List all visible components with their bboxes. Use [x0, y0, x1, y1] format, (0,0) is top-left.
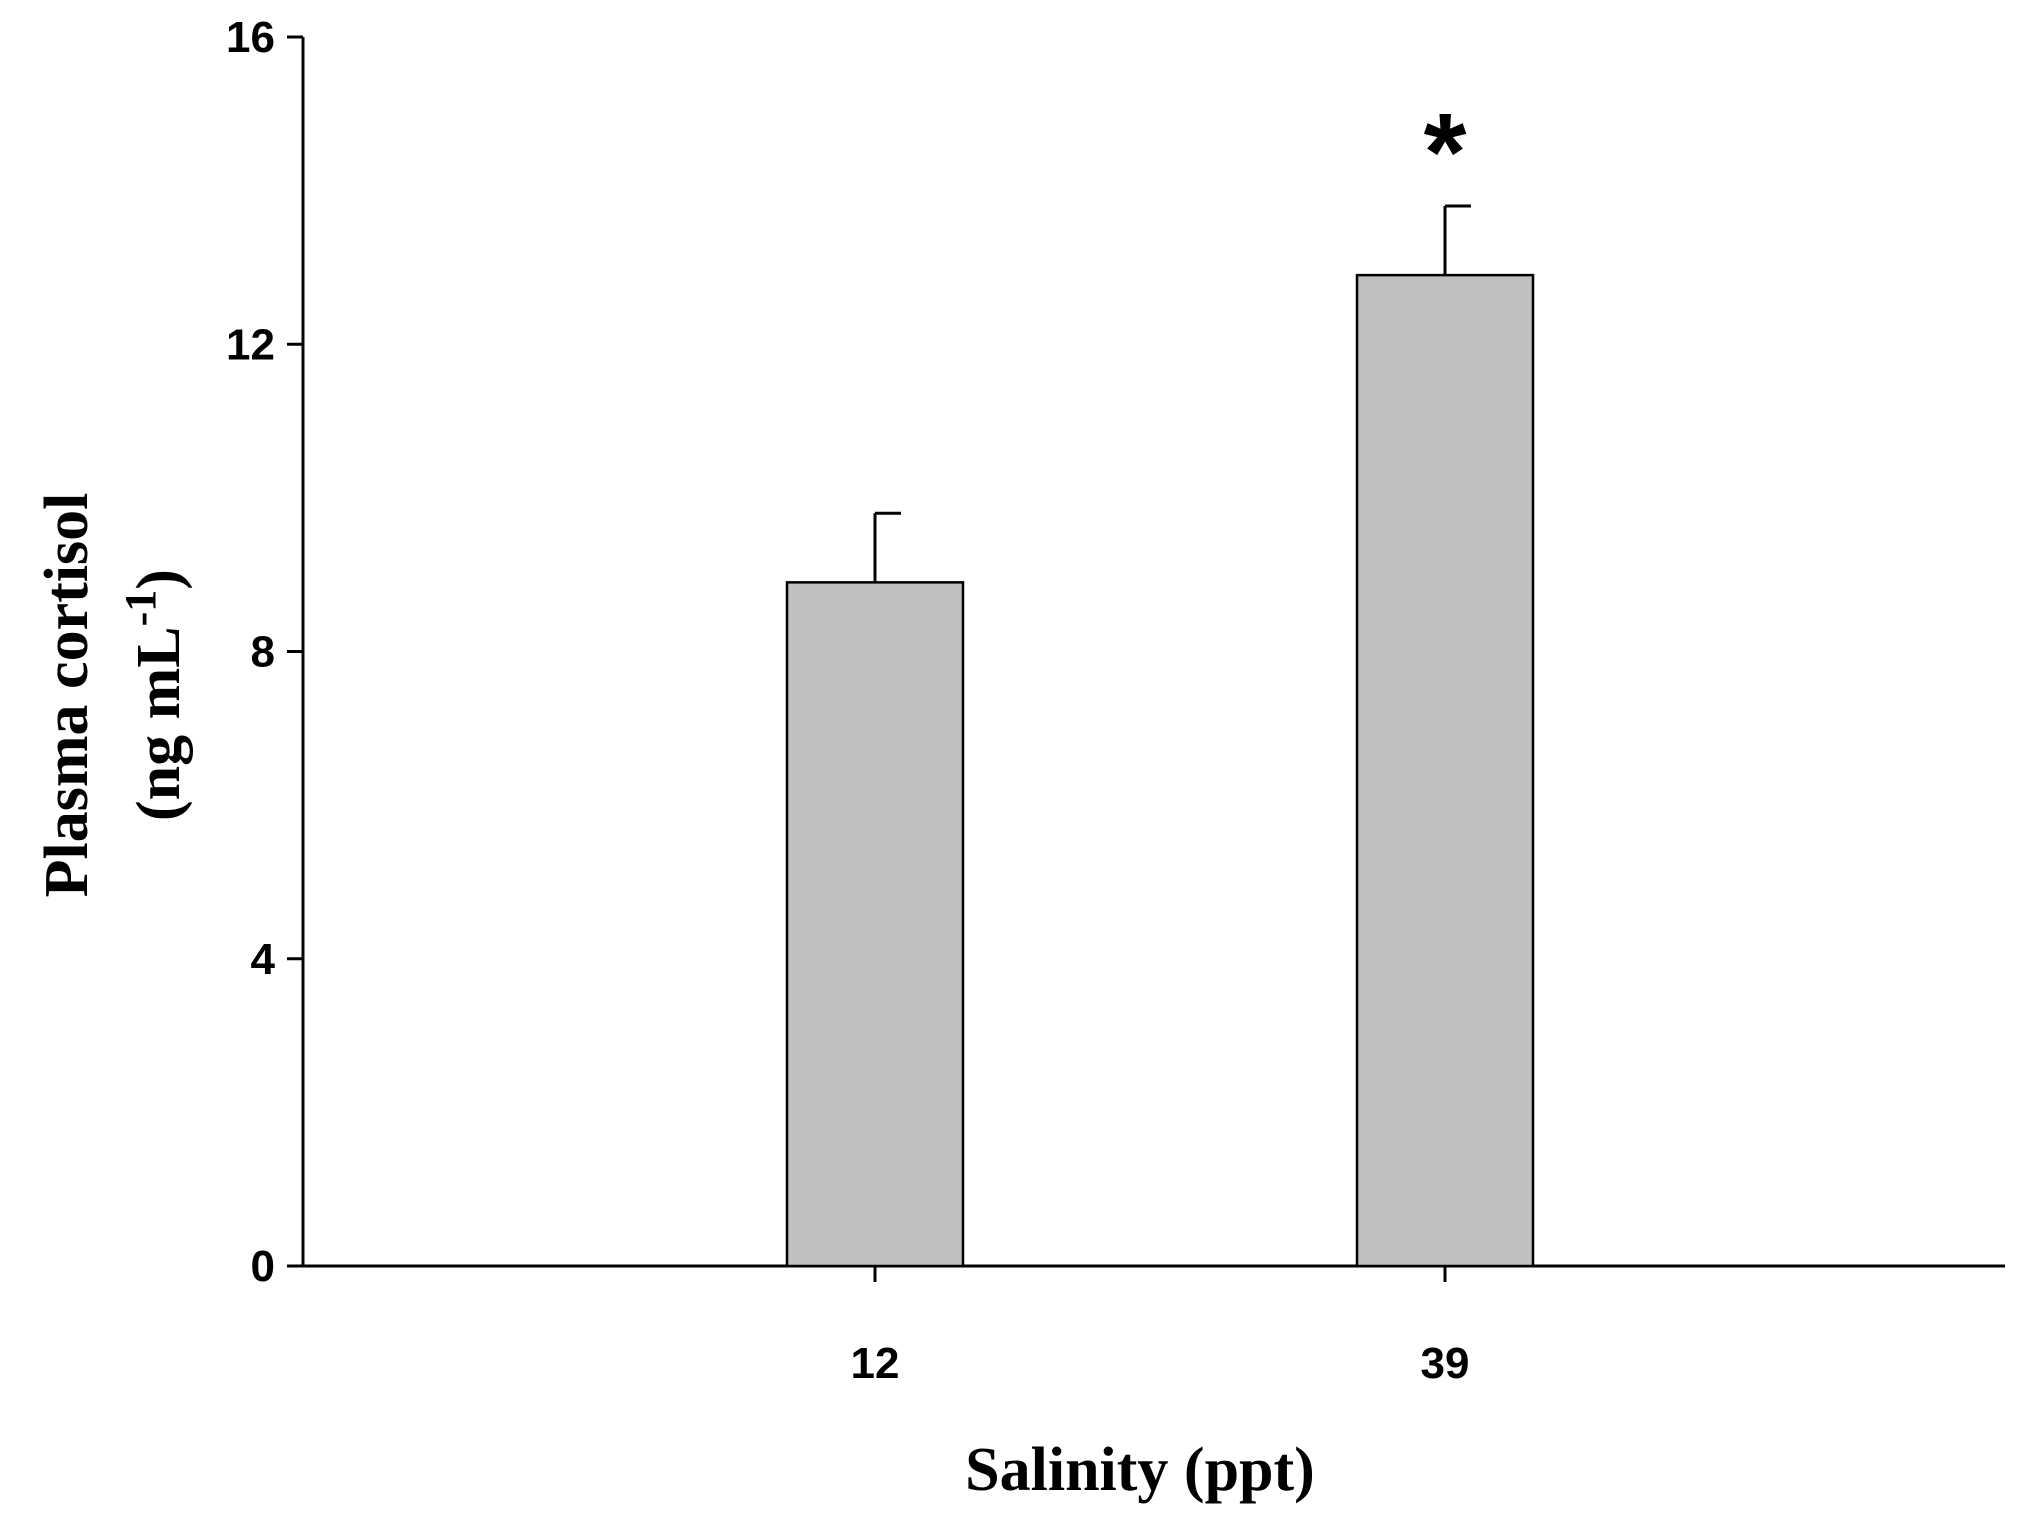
- x-ticks: 12 39: [851, 1266, 1470, 1388]
- bar: [785, 581, 965, 1268]
- y-axis-title: Plasma cortisol (ng mL-1): [33, 493, 193, 898]
- y-tick-label: 4: [251, 935, 276, 984]
- x-tick-label: 39: [1421, 1339, 1470, 1388]
- y-tick-label: 16: [226, 13, 275, 62]
- significance-marker: *: [1424, 91, 1467, 214]
- y-axis-title-unit: (ng mL: [125, 626, 193, 821]
- bar: [1355, 273, 1535, 1268]
- y-tick-label: 12: [226, 320, 275, 369]
- bars: *: [785, 91, 1535, 1268]
- x-axis-title: Salinity (ppt): [965, 1436, 1315, 1504]
- y-tick-label: 0: [251, 1242, 275, 1291]
- y-axis-title-line1: Plasma cortisol: [33, 493, 101, 898]
- axes: [301, 37, 2005, 1268]
- y-axis-title-superscript: -1: [116, 590, 165, 627]
- y-ticks: 0 4 8 12 16: [226, 13, 303, 1291]
- y-axis-title-close: ): [125, 569, 193, 590]
- x-tick-label: 12: [851, 1339, 900, 1388]
- y-axis-title-line2: (ng mL-1): [116, 569, 194, 821]
- y-tick-label: 8: [251, 628, 275, 677]
